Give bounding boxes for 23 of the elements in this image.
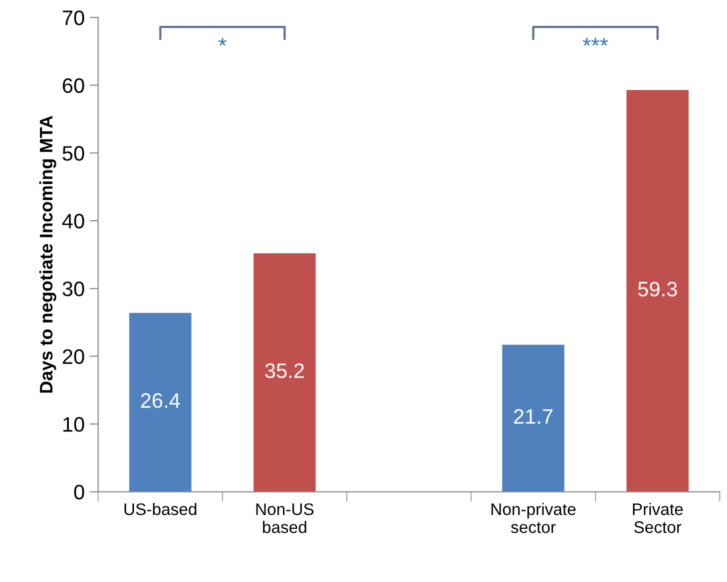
annotation: *** <box>582 38 608 46</box>
data-label: 26.4 <box>141 393 180 408</box>
x-tick-label: Private Sector <box>633 502 683 534</box>
y-tick-label: 10 <box>63 417 84 432</box>
data-label: 59.3 <box>638 282 677 296</box>
y-tick-label: 20 <box>62 349 84 364</box>
bar <box>502 344 564 492</box>
bar <box>254 253 316 492</box>
x-tick-label: Non-private sector <box>492 502 576 534</box>
y-tick-label: 30 <box>62 282 84 296</box>
data-label: 35.2 <box>265 363 304 378</box>
annotation: * <box>218 38 226 46</box>
x-tick-label: Non-US based <box>256 503 314 534</box>
bar <box>129 312 192 492</box>
y-tick-label: 40 <box>62 214 84 228</box>
x-tick-label: US-based <box>124 502 196 516</box>
bar <box>626 90 689 492</box>
y-tick-label: 0 <box>74 484 84 500</box>
data-label: 21.7 <box>514 409 552 424</box>
y-tick-label: 50 <box>62 146 84 161</box>
y-axis-title: Days to negotiate Incoming MTA <box>39 116 56 393</box>
y-tick-label: 70 <box>62 10 84 26</box>
y-tick-label: 60 <box>62 78 84 93</box>
